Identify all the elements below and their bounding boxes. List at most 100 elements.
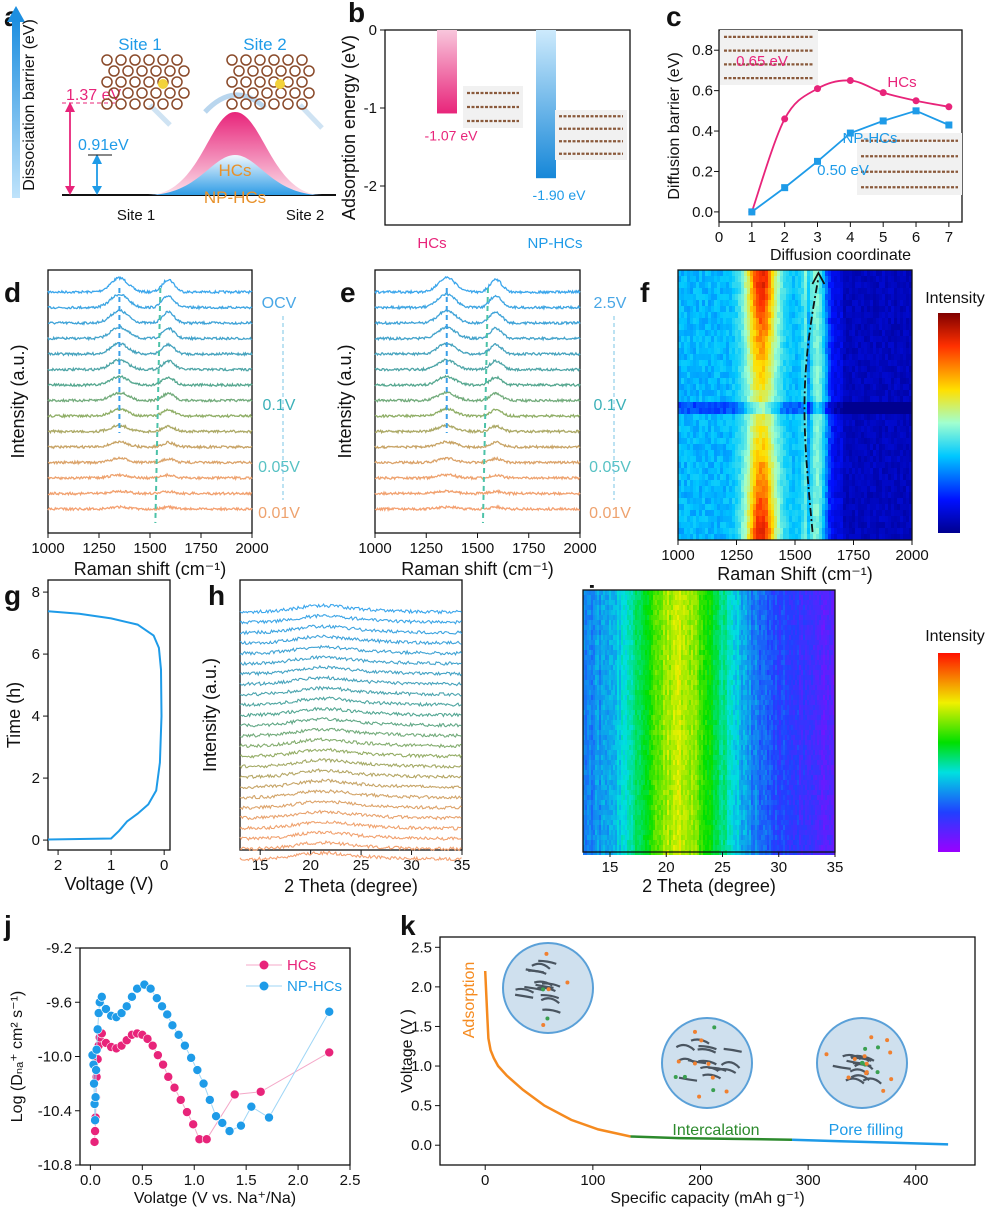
panel-label-g: g — [4, 580, 21, 611]
spectrum-trace — [374, 504, 581, 512]
plot-frame — [439, 936, 976, 1166]
hump-label-nphcs: NP-HCs — [204, 188, 266, 207]
x-tick-label: 300 — [796, 1172, 821, 1189]
spectrum-trace — [47, 456, 253, 466]
xrd-trace — [239, 789, 463, 800]
spectrum-trace — [374, 374, 581, 388]
x-axis-label: Raman shift (cm⁻¹) — [401, 559, 554, 579]
legend-marker — [259, 960, 269, 970]
panel-label-j: j — [3, 910, 12, 941]
panel-j-axes: 0.0 0.5 1.0 1.5 2.0 2.5 -9.2 -9.6 -10.0 -10.4 -10.… — [9, 940, 360, 1207]
x-tick-label: 1750 — [184, 540, 217, 557]
spectrum-trace — [47, 423, 253, 435]
state-label: 0.05V — [589, 459, 631, 476]
x-tick-label: 0 — [481, 1172, 489, 1189]
barrier-value-nphcs: 0.91eV — [78, 137, 129, 154]
x-tick-label: 1500 — [461, 540, 494, 557]
xrd-trace — [239, 768, 462, 780]
state-label: OCV — [262, 295, 297, 312]
xrd-trace — [239, 820, 462, 831]
x-tick-label: 2 — [54, 857, 62, 874]
xrd-trace — [239, 800, 462, 811]
spectrum-trace — [47, 293, 253, 311]
x-tick-label: 1500 — [133, 540, 166, 557]
data-point — [169, 1082, 180, 1093]
data-point — [116, 1008, 127, 1018]
x-tick-label: 2.5 — [340, 1172, 361, 1189]
y-tick-label: 0.2 — [692, 163, 713, 180]
peak-shift-guide — [154, 287, 162, 524]
state-label: 0.05V — [258, 459, 300, 476]
x-tick-label: 2000 — [563, 540, 596, 557]
capacity-curve-pore-filling — [791, 1138, 949, 1146]
heatmap-cells — [678, 270, 912, 540]
x-tick-label: 0 — [160, 857, 168, 874]
data-point — [175, 1095, 186, 1105]
x-tick-label: 15 — [602, 859, 619, 876]
panel-label-f: f — [640, 277, 650, 308]
x-tick-label: 2.0 — [288, 1172, 309, 1189]
spectrum-trace — [47, 472, 253, 482]
x-tick-label: 4 — [846, 229, 854, 246]
plot-frame — [582, 589, 836, 853]
spectrum-trace — [47, 504, 253, 512]
spectrum-trace — [374, 456, 581, 466]
peak-shift-guide — [481, 287, 489, 524]
spectrum-trace — [47, 391, 253, 403]
x-tick-label: 1 — [107, 857, 115, 874]
xrd-trace — [239, 809, 462, 821]
xrd-trace — [239, 830, 462, 841]
data-point — [93, 1008, 104, 1018]
data-point — [192, 1065, 203, 1075]
panel-i-axes: 15 20 25 30 35 2 Theta (degree) — [582, 589, 843, 896]
data-point — [188, 1119, 198, 1130]
legend-marker — [259, 981, 269, 991]
graphene-structure-image — [101, 54, 190, 110]
region-label-pore-filling: Pore filling — [829, 1122, 904, 1139]
xrd-trace — [239, 706, 462, 718]
xrd-trace — [239, 717, 462, 728]
bar-value-label: -1.90 eV — [533, 187, 587, 203]
site-1-title: Site 1 — [118, 35, 161, 54]
y-tick-label: 8 — [32, 584, 40, 601]
plot-frame — [47, 579, 171, 851]
xrd-trace — [239, 634, 462, 646]
x-tick-label: 25 — [714, 859, 731, 876]
data-point — [324, 1047, 335, 1058]
spectrum-trace — [47, 374, 253, 388]
y-tick-label: -2 — [364, 178, 377, 195]
hump-label-hcs: HCs — [218, 161, 251, 180]
panel-h-axes: 15 20 25 30 352 Theta (degree)Intensity (a.u… — [200, 579, 470, 896]
bar-hcs — [437, 30, 457, 114]
y-axis-label: Log (Dₙₐ⁺ cm² s⁻¹) — [9, 991, 26, 1122]
hard-carbon-particle-image — [661, 1017, 753, 1109]
arrow-icon — [148, 103, 172, 127]
y-tick-label: 0.5 — [411, 1098, 432, 1115]
data-point — [92, 1024, 103, 1035]
data-point — [90, 1115, 100, 1126]
y-tick-label: 0.6 — [692, 83, 713, 100]
x-tick-label: 1000 — [661, 547, 694, 564]
y-tick-label: 2.5 — [411, 939, 432, 956]
spectrum-trace — [47, 357, 253, 372]
y-axis-label: Voltage (V ) — [399, 1009, 416, 1093]
data-point — [89, 1078, 99, 1089]
data-point — [173, 1030, 184, 1040]
bar-value-label: -1.07 eV — [425, 127, 479, 143]
xrd-trace — [239, 624, 463, 636]
x-tick-label: 2 — [781, 229, 789, 246]
data-point — [182, 1107, 192, 1117]
colorbar-label: Intensity — [925, 628, 985, 645]
spectrum-trace — [47, 489, 253, 497]
hard-carbon-particle-image — [816, 1017, 908, 1109]
x-tick-label: 2000 — [235, 540, 268, 557]
structure-inset-nphcs — [857, 133, 962, 195]
panel-a-diagram: Dissociation barrier (eV) HCs NP-HCs 1.37 e… — [7, 6, 336, 224]
x-tick-label: 1000 — [31, 540, 64, 557]
panel-e-axes: 1000 1250 1500 1750 2000 Raman shift (cm⁻¹) In… — [335, 269, 597, 579]
heatmap-cells — [583, 590, 835, 855]
spectrum-trace — [374, 406, 581, 419]
x-tick-label: 1.0 — [184, 1172, 205, 1189]
y-tick-label: 0.0 — [692, 204, 713, 221]
time-voltage-curve — [47, 610, 163, 841]
